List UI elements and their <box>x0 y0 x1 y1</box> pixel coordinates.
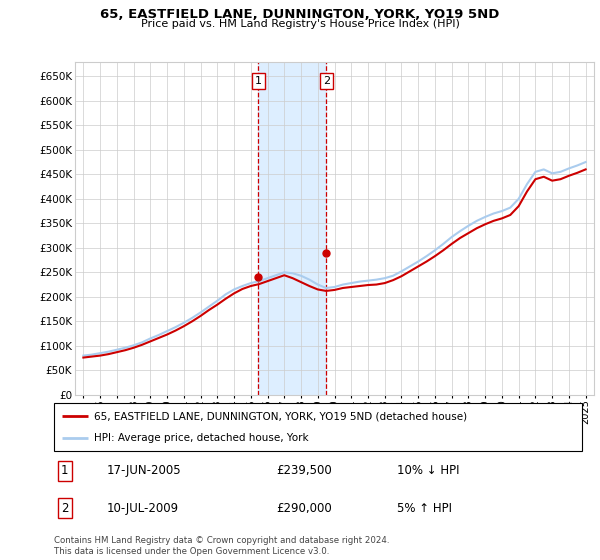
Text: 2: 2 <box>323 76 330 86</box>
Text: 1: 1 <box>61 464 68 478</box>
Text: 65, EASTFIELD LANE, DUNNINGTON, YORK, YO19 5ND: 65, EASTFIELD LANE, DUNNINGTON, YORK, YO… <box>100 8 500 21</box>
Text: £290,000: £290,000 <box>276 502 332 515</box>
Text: HPI: Average price, detached house, York: HPI: Average price, detached house, York <box>94 433 308 443</box>
Text: £239,500: £239,500 <box>276 464 332 478</box>
Text: 10% ↓ HPI: 10% ↓ HPI <box>397 464 460 478</box>
Text: 65, EASTFIELD LANE, DUNNINGTON, YORK, YO19 5ND (detached house): 65, EASTFIELD LANE, DUNNINGTON, YORK, YO… <box>94 411 467 421</box>
Text: Contains HM Land Registry data © Crown copyright and database right 2024.
This d: Contains HM Land Registry data © Crown c… <box>54 536 389 556</box>
Text: 1: 1 <box>255 76 262 86</box>
Text: 10-JUL-2009: 10-JUL-2009 <box>107 502 179 515</box>
Text: 2: 2 <box>61 502 68 515</box>
Bar <box>259 62 326 395</box>
Text: Price paid vs. HM Land Registry's House Price Index (HPI): Price paid vs. HM Land Registry's House … <box>140 19 460 29</box>
Text: 5% ↑ HPI: 5% ↑ HPI <box>397 502 452 515</box>
Text: 17-JUN-2005: 17-JUN-2005 <box>107 464 181 478</box>
